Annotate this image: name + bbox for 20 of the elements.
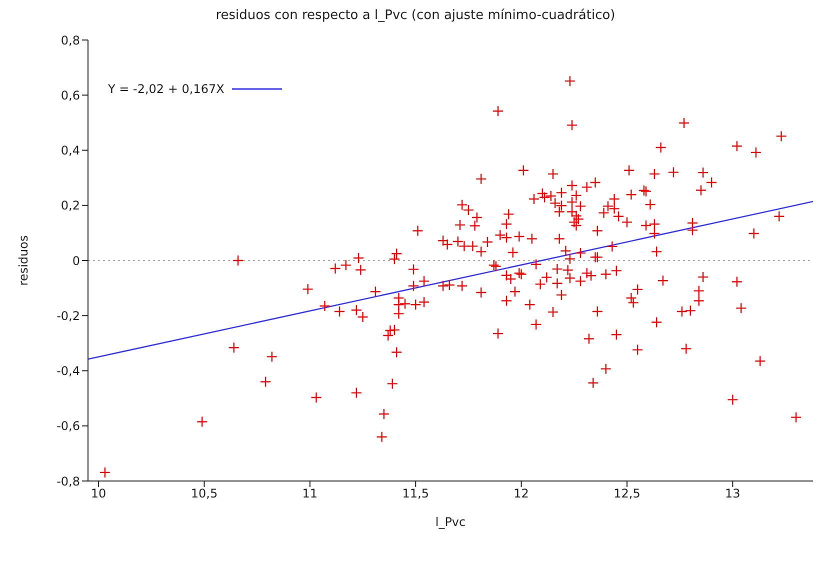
x-tick-label: 13 <box>725 486 740 501</box>
y-tick-label: -0,4 <box>56 364 80 378</box>
x-tick-label: 12,5 <box>614 486 640 501</box>
x-tick-label: 11,5 <box>402 486 429 501</box>
y-tick-label: -0,6 <box>56 419 80 434</box>
x-tick-label: 10 <box>90 486 106 501</box>
y-tick-label: 0,6 <box>60 88 80 102</box>
y-axis-title: residuos <box>16 235 30 286</box>
y-tick-label: 0,4 <box>60 144 80 158</box>
x-tick-label: 12 <box>514 486 529 501</box>
y-tick-label: -0,2 <box>56 308 80 323</box>
x-axis-title: l_Pvc <box>435 515 466 529</box>
chart-title: residuos con respecto a l_Pvc (con ajuste mínimo-cuadrático) <box>214 8 616 25</box>
x-tick-label: 10,5 <box>190 486 218 501</box>
y-tick-label: 0,2 <box>60 198 80 213</box>
y-tick-label: -0,8 <box>56 474 80 488</box>
x-tick-label: 11 <box>302 486 318 501</box>
y-tick-label: 0,8 <box>60 33 80 48</box>
y-tick-label: 0 <box>72 254 80 268</box>
legend-label: Y = -2,02 + 0,167X <box>108 82 224 96</box>
